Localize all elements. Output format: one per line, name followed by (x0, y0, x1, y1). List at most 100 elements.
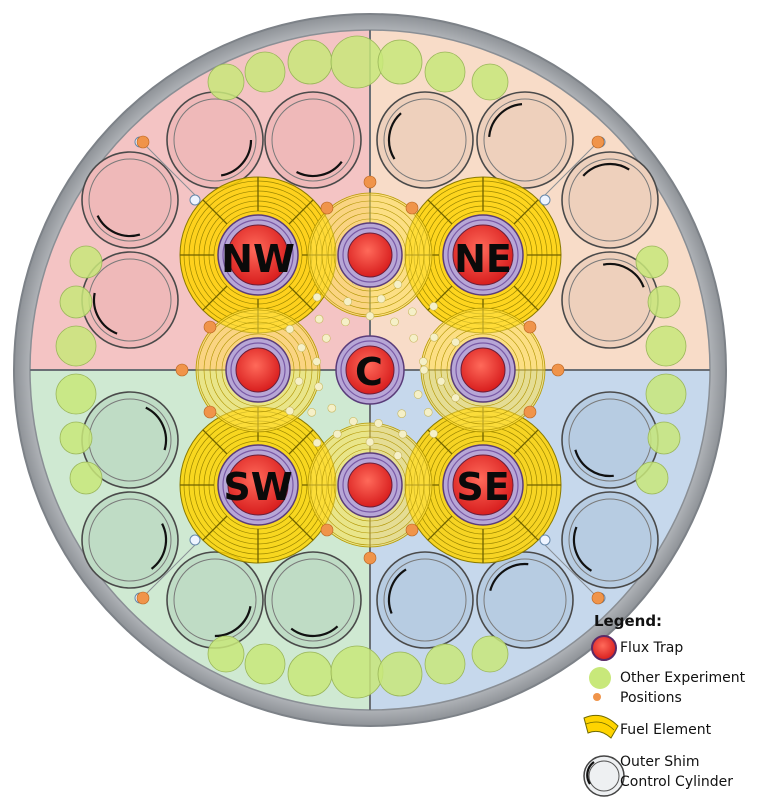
small-hole (398, 429, 407, 439)
fuel-plate (327, 212, 413, 298)
experiment-position-large (69, 245, 103, 279)
experiment-position-large (207, 63, 245, 101)
experiment-position-small (175, 363, 189, 377)
experiment-position-small (551, 363, 565, 377)
fuel-plate (428, 315, 538, 425)
small-hole (436, 376, 446, 386)
rotation-arrow (214, 606, 252, 638)
experiment-position-large (645, 325, 687, 367)
experiment-position-large (59, 285, 93, 319)
experiment-position-large (471, 63, 509, 101)
rotation-arrow (290, 625, 339, 638)
fuel-divider (427, 199, 453, 225)
small-hole (374, 419, 383, 428)
fuel-plate (309, 424, 431, 546)
small-hole (285, 324, 295, 334)
small-hole (423, 408, 433, 417)
flux-trap-ring-inner (455, 342, 511, 398)
rotation-arrow (92, 292, 118, 335)
small-hole (343, 297, 353, 306)
rotation-arrow (574, 449, 614, 478)
flux-trap-label-ne: NE (454, 237, 512, 281)
fuel-plate (434, 321, 532, 419)
flux-trap-ring-inner (230, 342, 286, 398)
small-hole (397, 409, 407, 418)
flux-trap-ring-inner (222, 449, 294, 521)
experiment-position-small (523, 320, 537, 334)
fuel-divider (513, 515, 539, 541)
small-hole (307, 408, 317, 417)
experiment-position-small (405, 201, 419, 215)
guide-lines (139, 139, 601, 601)
small-hole (314, 314, 324, 324)
fuel-divider (202, 429, 228, 455)
rotation-arrow (572, 526, 593, 572)
control-cylinder-inner (271, 98, 355, 182)
experiment-position-large (647, 285, 681, 319)
control-cylinder-inner (271, 558, 355, 642)
fuel-divider (513, 285, 539, 311)
fuel-divider (202, 199, 228, 225)
control-cylinder (264, 91, 362, 189)
experiment-position-large (647, 421, 681, 455)
small-hole (349, 417, 358, 426)
experiment-position-large (55, 325, 97, 367)
experiment-position-large (330, 645, 384, 699)
fuel-divider (288, 429, 314, 455)
control-cylinder (81, 491, 179, 589)
experiment-position-large (287, 39, 333, 85)
control-cylinder-inner (568, 158, 652, 242)
legend-outer-shim-label-1: Outer Shim (620, 754, 700, 770)
small-hole (451, 393, 460, 403)
legend-small-experiment-swatch (593, 693, 601, 701)
fuel-plate (440, 327, 526, 413)
control-cylinder-inner (483, 98, 567, 182)
control-cylinder-inner (173, 98, 257, 182)
fuel-divider (513, 429, 539, 455)
legend-fuel-element-swatch (583, 714, 619, 739)
small-hole (408, 307, 417, 317)
small-hole (376, 294, 386, 304)
small-hole (419, 365, 429, 375)
legend-flux-trap-label: Flux Trap (620, 640, 684, 656)
legend-experiment-swatch (589, 667, 611, 689)
control-cylinder-inner (383, 558, 467, 642)
fuel-divider (202, 285, 228, 311)
experiment-position-small (591, 135, 605, 149)
flux-trap-ring-inner (342, 227, 398, 283)
fuel-plate (215, 327, 301, 413)
flux-trap-ring-inner (342, 457, 398, 513)
rotation-arrow (145, 406, 168, 451)
small-hole (365, 437, 375, 447)
flux-trap-label-center: C (355, 350, 383, 394)
control-cylinder (81, 151, 179, 249)
experiment-position-large (424, 643, 466, 685)
rotation-arrow (96, 215, 141, 238)
experiment-position-small (320, 523, 334, 537)
flux-trap (227, 224, 289, 286)
large-experiment-positions (55, 35, 687, 699)
control-cylinder (561, 491, 659, 589)
small-hole (413, 390, 423, 399)
fuel-plate (203, 315, 313, 425)
small-hole (451, 337, 460, 347)
experiment-position-small (363, 551, 377, 565)
experiment-position-large (207, 635, 245, 673)
fuel-divider (288, 515, 314, 541)
flux-trap (452, 454, 514, 516)
flux-trap-ring-inner (447, 449, 519, 521)
small-hole (294, 376, 304, 386)
flux-trap (452, 224, 514, 286)
flux-trap-ring-inner (340, 340, 400, 400)
rotation-arrow (489, 562, 529, 591)
small-hole (189, 194, 201, 206)
small-hole (429, 302, 438, 311)
outer-shim-control-cylinders (81, 91, 659, 649)
flux-trap (347, 232, 393, 278)
control-cylinder-inner (88, 158, 172, 242)
small-hole (393, 280, 403, 289)
fuel-plate (321, 436, 419, 534)
legend: Legend: Flux Trap Other Experiment Posit… (578, 612, 773, 798)
small-hole (314, 382, 323, 391)
